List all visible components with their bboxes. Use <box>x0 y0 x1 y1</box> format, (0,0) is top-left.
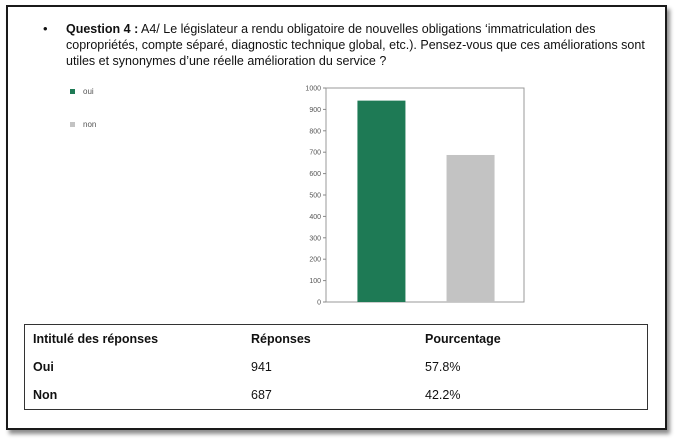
legend-label-non: non <box>83 120 97 129</box>
y-tick-label: 300 <box>309 235 321 242</box>
y-tick-label: 700 <box>309 150 321 157</box>
answers-table: Intitulé des réponses Réponses Pourcenta… <box>24 324 648 410</box>
bullet: • <box>43 21 48 36</box>
y-tick-label: 500 <box>309 193 321 200</box>
y-tick-label: 100 <box>309 278 321 285</box>
question-body: A4/ Le législateur a rendu obligatoire d… <box>66 22 645 68</box>
legend-swatch-oui <box>70 89 75 94</box>
y-tick-label: 1000 <box>305 86 321 93</box>
y-tick-label: 900 <box>309 107 321 114</box>
y-tick-label: 0 <box>317 300 321 307</box>
table-header-row: Intitulé des réponses Réponses Pourcenta… <box>25 325 648 354</box>
document-frame <box>6 5 667 430</box>
legend-item-non: non <box>70 120 96 129</box>
table-row: Non 687 42.2% <box>25 381 648 410</box>
legend-item-oui: oui <box>70 87 94 96</box>
y-tick-label: 600 <box>309 171 321 178</box>
question-text: Question 4 : A4/ Le législateur a rendu … <box>66 21 646 69</box>
table-header: Intitulé des réponses <box>33 332 159 346</box>
table-cell: Oui <box>33 360 54 374</box>
table-header: Pourcentage <box>425 332 501 346</box>
table-header: Réponses <box>251 332 311 346</box>
bar-non <box>446 154 495 302</box>
bar-oui <box>357 100 406 302</box>
y-tick-label: 800 <box>309 128 321 135</box>
table-row: Oui 941 57.8% <box>25 353 648 381</box>
table-cell: 42.2% <box>425 388 461 402</box>
y-tick-label: 400 <box>309 214 321 221</box>
legend-label-oui: oui <box>83 87 94 96</box>
table-cell: 687 <box>251 388 272 402</box>
bar-chart: 0 100 200 300 400 500 600 700 800 900 1000 <box>305 86 525 307</box>
table-cell: 941 <box>251 360 272 374</box>
table-cell: Non <box>33 388 58 402</box>
y-tick-label: 200 <box>309 257 321 264</box>
table-cell: 57.8% <box>425 360 461 374</box>
question-label: Question 4 : <box>66 22 139 36</box>
legend-swatch-non <box>70 122 75 127</box>
